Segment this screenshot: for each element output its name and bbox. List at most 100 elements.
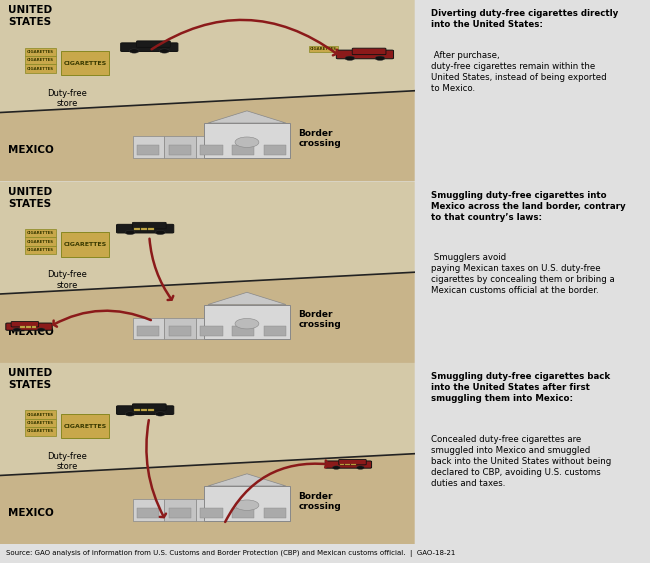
FancyBboxPatch shape: [203, 486, 291, 521]
Text: CIGARETTES: CIGARETTES: [27, 421, 54, 425]
Text: CIGARETTES: CIGARETTES: [310, 47, 337, 51]
FancyBboxPatch shape: [340, 464, 344, 466]
FancyBboxPatch shape: [164, 136, 196, 158]
FancyBboxPatch shape: [25, 56, 56, 64]
Circle shape: [129, 49, 139, 53]
FancyBboxPatch shape: [133, 136, 164, 158]
FancyBboxPatch shape: [61, 233, 109, 257]
Text: MEXICO: MEXICO: [8, 145, 54, 155]
Polygon shape: [0, 181, 415, 294]
Text: Border
crossing: Border crossing: [298, 310, 341, 329]
Text: CIGARETTES: CIGARETTES: [27, 231, 54, 235]
Circle shape: [345, 56, 355, 60]
FancyBboxPatch shape: [11, 321, 38, 327]
FancyBboxPatch shape: [200, 327, 222, 336]
Circle shape: [235, 137, 259, 148]
FancyBboxPatch shape: [200, 145, 222, 155]
Polygon shape: [0, 0, 415, 113]
Polygon shape: [0, 91, 415, 181]
FancyBboxPatch shape: [336, 50, 393, 59]
Text: CIGARETTES: CIGARETTES: [27, 430, 54, 434]
FancyBboxPatch shape: [148, 409, 154, 411]
Circle shape: [13, 328, 21, 332]
FancyBboxPatch shape: [196, 136, 228, 158]
FancyBboxPatch shape: [339, 459, 366, 465]
Text: CIGARETTES: CIGARETTES: [27, 239, 54, 244]
FancyBboxPatch shape: [169, 508, 191, 517]
FancyBboxPatch shape: [259, 318, 291, 339]
FancyBboxPatch shape: [6, 323, 52, 330]
Circle shape: [159, 49, 169, 53]
Text: Source: GAO analysis of information from U.S. Customs and Border Protection (CBP: Source: GAO analysis of information from…: [6, 550, 456, 557]
Text: Concealed duty-free cigarettes are
smuggled into Mexico and smuggled
back into t: Concealed duty-free cigarettes are smugg…: [431, 435, 612, 488]
FancyBboxPatch shape: [232, 508, 254, 517]
FancyBboxPatch shape: [232, 327, 254, 336]
FancyBboxPatch shape: [25, 47, 56, 56]
Text: CIGARETTES: CIGARETTES: [27, 66, 54, 70]
Text: CIGARETTES: CIGARETTES: [27, 58, 54, 62]
FancyBboxPatch shape: [164, 499, 196, 521]
Text: UNITED
STATES: UNITED STATES: [8, 6, 53, 27]
FancyBboxPatch shape: [135, 409, 140, 411]
FancyBboxPatch shape: [164, 318, 196, 339]
FancyBboxPatch shape: [25, 419, 56, 427]
FancyBboxPatch shape: [263, 508, 285, 517]
Text: Smuggling duty-free cigarettes back
into the United States after first
smuggling: Smuggling duty-free cigarettes back into…: [431, 372, 610, 403]
Text: Diverting duty-free cigarettes directly
into the United States:: Diverting duty-free cigarettes directly …: [431, 9, 618, 29]
Circle shape: [125, 412, 135, 416]
Text: UNITED
STATES: UNITED STATES: [8, 368, 53, 390]
FancyBboxPatch shape: [137, 327, 159, 336]
Text: CIGARETTES: CIGARETTES: [27, 413, 54, 417]
FancyBboxPatch shape: [227, 318, 259, 339]
FancyBboxPatch shape: [116, 224, 174, 233]
Circle shape: [155, 412, 165, 416]
Text: MEXICO: MEXICO: [8, 327, 54, 337]
Text: CIGARETTES: CIGARETTES: [27, 50, 54, 53]
FancyBboxPatch shape: [263, 327, 285, 336]
Polygon shape: [0, 272, 415, 363]
FancyBboxPatch shape: [227, 499, 259, 521]
FancyBboxPatch shape: [116, 406, 174, 414]
FancyBboxPatch shape: [25, 410, 56, 419]
Text: CIGARETTES: CIGARETTES: [27, 248, 54, 252]
Text: Smugglers avoid
paying Mexican taxes on U.S. duty-free
cigarettes by concealing : Smugglers avoid paying Mexican taxes on …: [431, 253, 615, 296]
FancyBboxPatch shape: [61, 51, 109, 75]
FancyBboxPatch shape: [137, 508, 159, 517]
FancyBboxPatch shape: [203, 123, 291, 158]
Polygon shape: [0, 363, 415, 476]
FancyBboxPatch shape: [141, 227, 148, 230]
Circle shape: [356, 466, 365, 470]
FancyBboxPatch shape: [135, 227, 140, 230]
FancyBboxPatch shape: [26, 326, 31, 328]
Text: Smuggling duty-free cigarettes into
Mexico across the land border, contrary
to t: Smuggling duty-free cigarettes into Mexi…: [431, 190, 626, 222]
Text: CIGARETTES: CIGARETTES: [64, 423, 107, 428]
Circle shape: [155, 230, 165, 235]
FancyBboxPatch shape: [61, 414, 109, 438]
Polygon shape: [208, 111, 286, 123]
FancyBboxPatch shape: [232, 145, 254, 155]
FancyBboxPatch shape: [200, 508, 222, 517]
FancyBboxPatch shape: [20, 326, 25, 328]
Polygon shape: [208, 474, 286, 486]
FancyBboxPatch shape: [133, 499, 164, 521]
FancyBboxPatch shape: [196, 318, 228, 339]
FancyBboxPatch shape: [345, 464, 350, 466]
FancyBboxPatch shape: [25, 246, 56, 254]
FancyBboxPatch shape: [263, 145, 285, 155]
FancyBboxPatch shape: [32, 326, 36, 328]
Text: Duty-free
store: Duty-free store: [47, 452, 87, 471]
Text: Duty-free
store: Duty-free store: [47, 89, 87, 108]
FancyBboxPatch shape: [25, 64, 56, 73]
Circle shape: [125, 230, 135, 235]
Text: CIGARETTES: CIGARETTES: [64, 61, 107, 65]
Circle shape: [375, 56, 385, 60]
FancyBboxPatch shape: [309, 46, 338, 52]
Polygon shape: [208, 292, 286, 305]
FancyBboxPatch shape: [227, 136, 259, 158]
FancyBboxPatch shape: [325, 461, 372, 468]
FancyBboxPatch shape: [133, 222, 166, 229]
FancyBboxPatch shape: [259, 499, 291, 521]
FancyBboxPatch shape: [259, 136, 291, 158]
FancyBboxPatch shape: [133, 318, 164, 339]
FancyBboxPatch shape: [141, 409, 148, 411]
